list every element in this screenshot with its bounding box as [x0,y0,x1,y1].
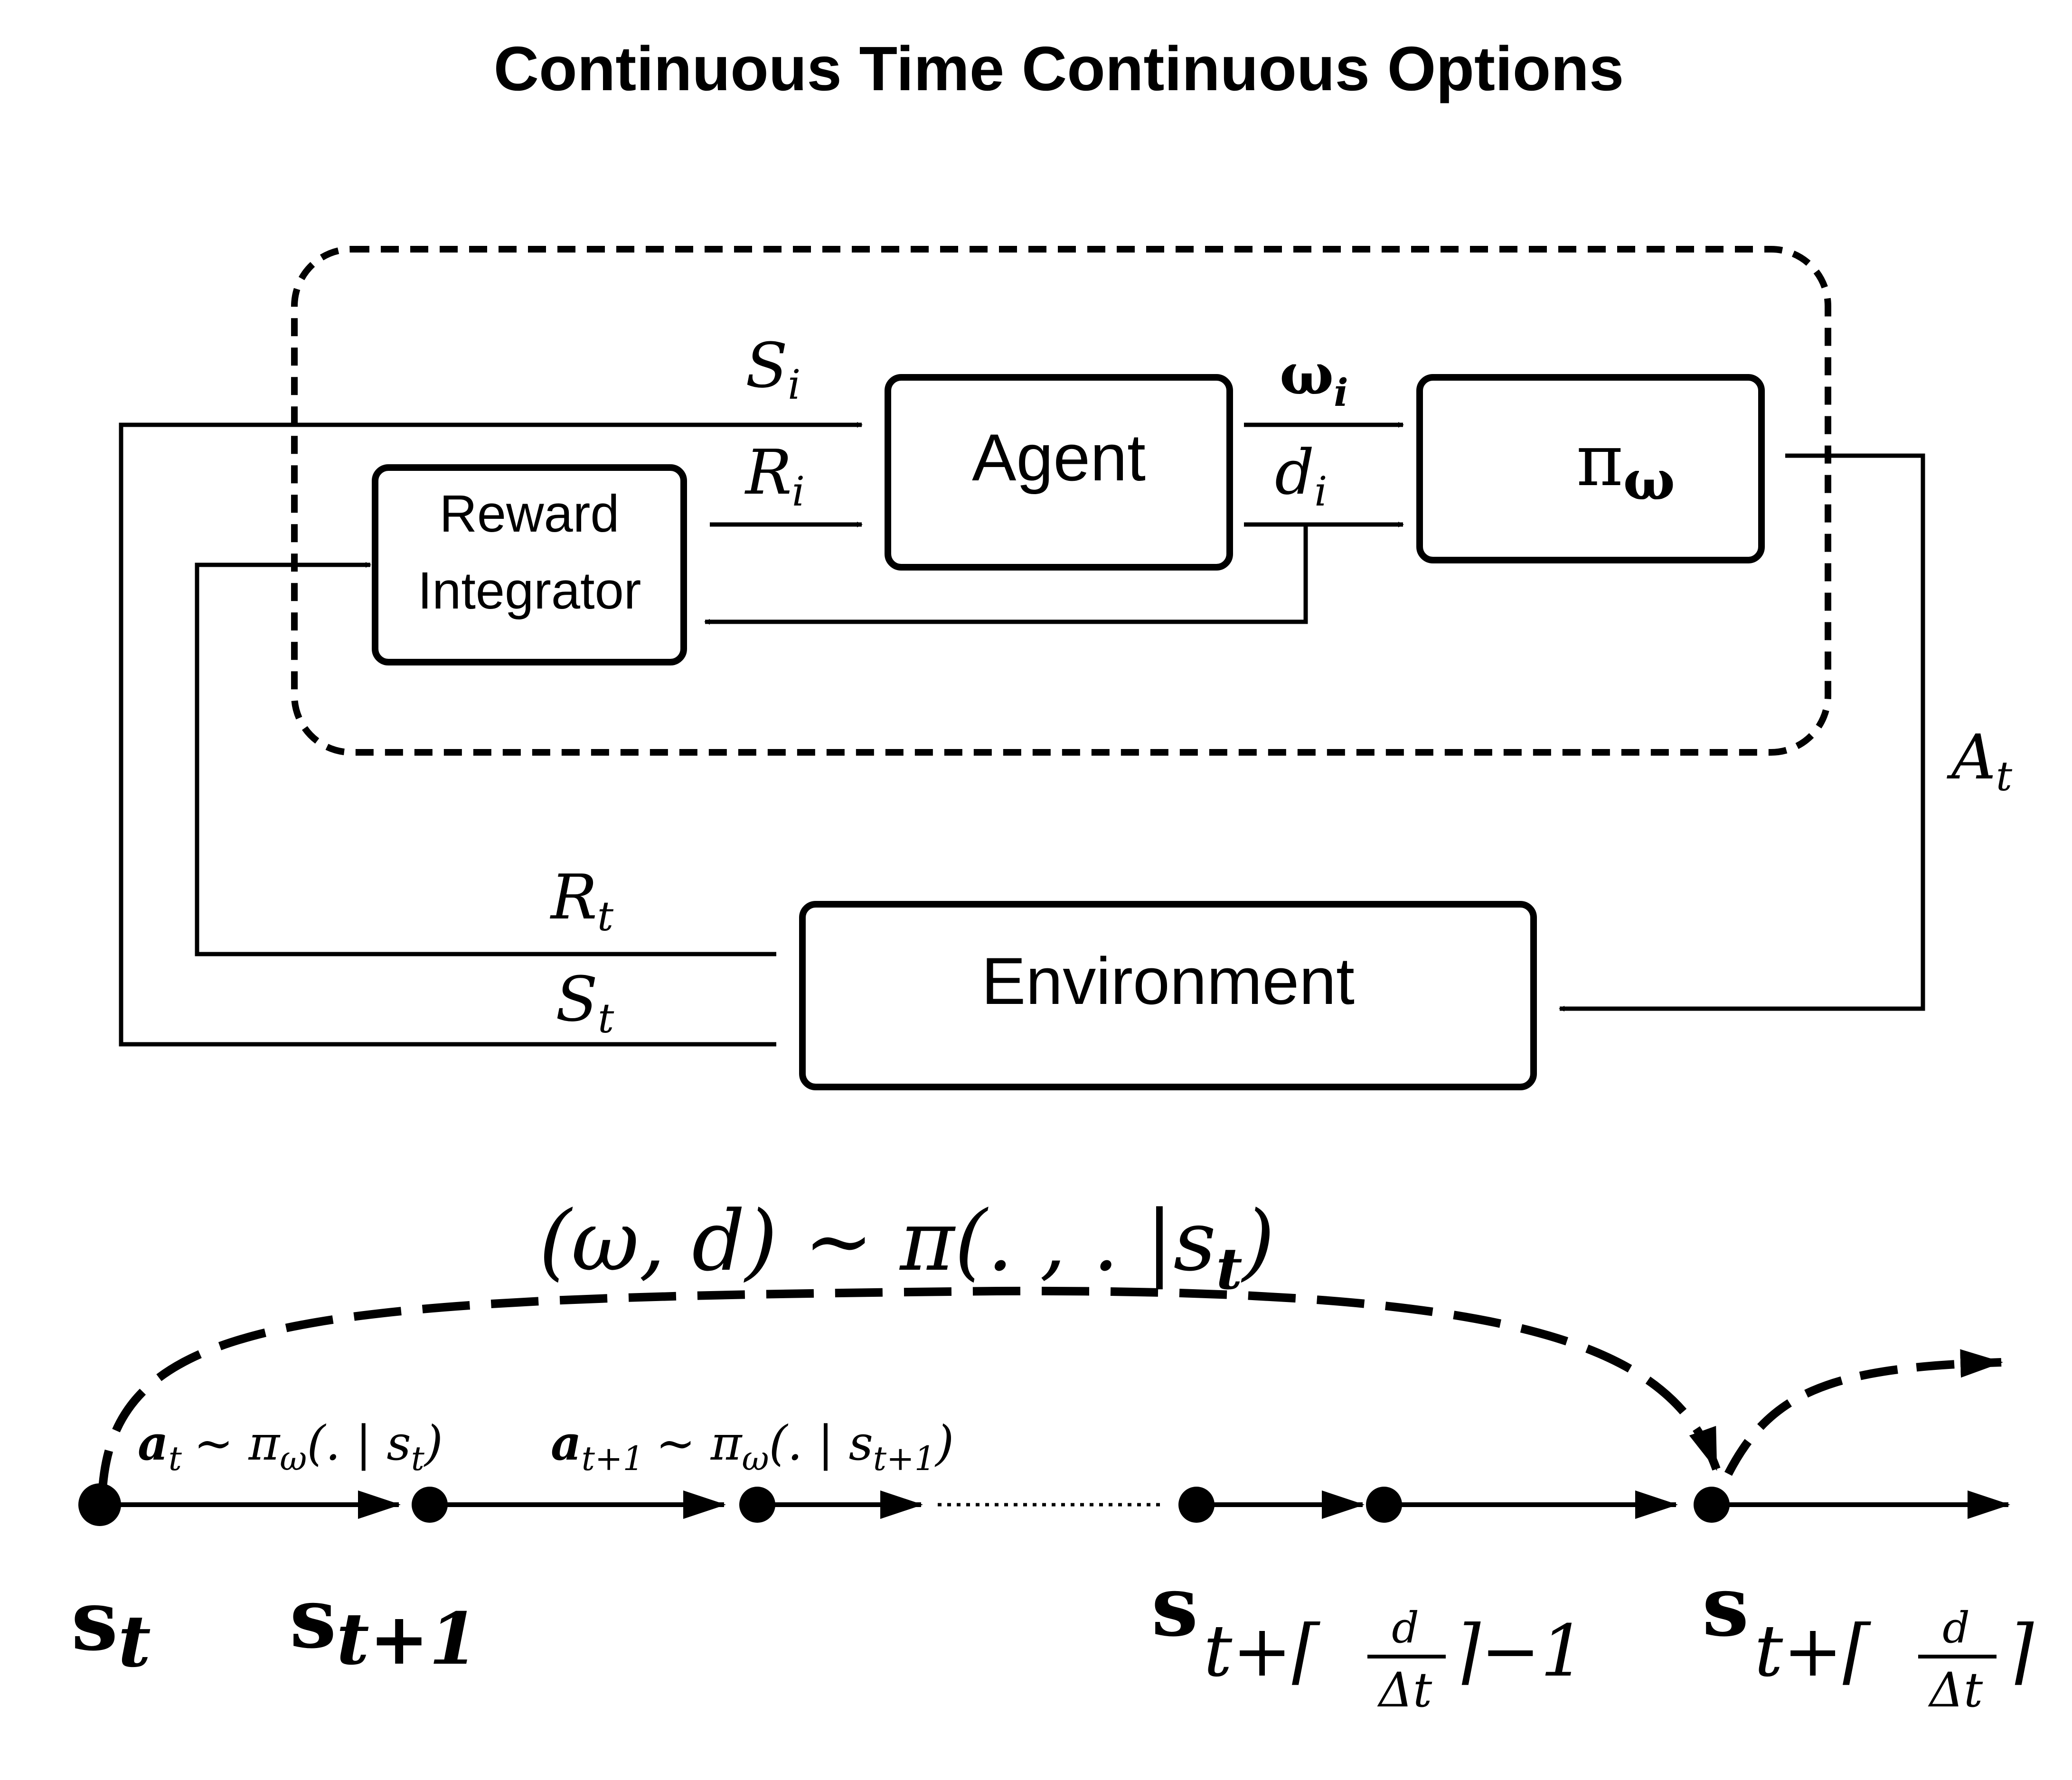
agent-label: Agent [972,420,1146,495]
reward-integrator-label-line1: Reward [439,485,619,543]
node-s-end [1694,1487,1730,1523]
policy-label: πω [1576,420,1675,513]
reward-integrator-label-line2: Integrator [418,562,641,620]
reward-feedback-line [195,562,776,956]
node-s-t2 [739,1487,775,1523]
svg-text:Δt: Δt [1928,1662,1983,1718]
reward-integrator-box: Reward Integrator [372,464,687,665]
state-label-s-t1: st+1 [290,1570,479,1681]
agent-boundary [291,246,1831,756]
action-t1-label: at+1 ∼ πω(. | st+1) [551,1415,954,1478]
svg-text:s: s [1702,1558,1749,1655]
node-s-end-minus-1-prev [1178,1487,1215,1523]
option-arc [98,1286,1721,1498]
agent-box: Agent [885,374,1233,571]
svg-text:t+⌈: t+⌈ [1204,1610,1320,1693]
next-option-arc [1724,1349,2003,1476]
node-s-t1 [412,1487,448,1523]
node-s-end-minus-1 [1366,1487,1402,1523]
policy-box: πω [1416,374,1765,563]
state-label-s-end-minus-1: s t+⌈ d Δt ⌉−1 [1151,1558,1586,1718]
environment-box: Environment [799,901,1537,1090]
environment-label: Environment [981,944,1355,1018]
svg-text:⌉−1: ⌉−1 [1453,1610,1586,1693]
svg-text:⌉: ⌉ [2006,1610,2034,1693]
state-feedback-line [119,422,863,1047]
state-label-s-end: s t+⌈ d Δt ⌉ [1702,1558,2034,1718]
diagram-title: Continuous Time Continuous Options [494,34,1624,103]
label-d-i: di [1275,436,1327,515]
label-r-t: Rt [550,861,614,940]
label-s-i: Si [745,329,801,409]
duration-feedback-line [704,525,1308,625]
label-a-t: At [1947,721,2013,800]
svg-text:t+⌈: t+⌈ [1754,1610,1871,1693]
label-omega-i: ωi [1280,341,1348,415]
svg-text:s: s [1151,1558,1198,1655]
action-t-label: at ∼ πω(. | st) [138,1415,443,1478]
action-line [1559,453,1925,1012]
svg-text:Δt: Δt [1377,1662,1432,1718]
label-r-i: Ri [744,436,805,515]
node-s-t [78,1483,121,1526]
policy-label-sub: ω [1623,449,1676,513]
svg-text:d: d [1392,1603,1419,1653]
label-s-t: St [556,963,614,1042]
svg-text:d: d [1942,1603,1970,1653]
state-label-s-t: st [71,1572,151,1683]
option-sampling-label: (ω, d) ∼ π(. , . |st) [539,1193,1275,1302]
